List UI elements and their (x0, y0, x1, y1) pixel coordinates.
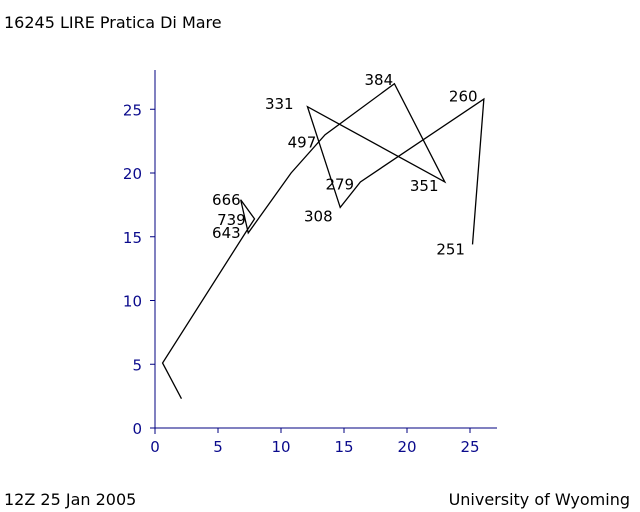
point-label: 666 (212, 191, 241, 209)
point-label: 279 (325, 175, 354, 193)
y-tick-label: 25 (123, 101, 142, 119)
point-label: 739 (217, 211, 246, 229)
timestamp-label: 12Z 25 Jan 2005 (4, 490, 137, 509)
x-tick-label: 20 (397, 438, 416, 456)
point-label: 384 (364, 71, 393, 89)
x-tick-label: 0 (150, 438, 160, 456)
y-tick-label: 10 (123, 293, 142, 311)
y-tick-label: 20 (123, 165, 142, 183)
source-label: University of Wyoming (448, 490, 630, 509)
point-label: 251 (436, 241, 465, 259)
axes (150, 70, 497, 434)
x-tick-label: 25 (460, 438, 479, 456)
x-tick-label: 10 (271, 438, 290, 456)
point-label: 351 (410, 177, 439, 195)
point-label: 331 (265, 95, 294, 113)
hodograph-line (161, 82, 485, 399)
point-label: 497 (288, 133, 317, 151)
point-label: 643 (212, 224, 241, 242)
tick-labels: 0 5 10 15 20 25 0 5 10 15 20 25 (123, 101, 480, 456)
point-label: 260 (449, 88, 478, 106)
x-tick-label: 15 (334, 438, 353, 456)
y-tick-label: 15 (123, 229, 142, 247)
x-tick-label: 5 (213, 438, 223, 456)
point-label: 308 (304, 207, 333, 225)
y-tick-label: 5 (132, 356, 142, 374)
series (161, 82, 485, 399)
chart-title: 16245 LIRE Pratica Di Mare (4, 13, 222, 32)
y-tick-label: 0 (132, 420, 142, 438)
